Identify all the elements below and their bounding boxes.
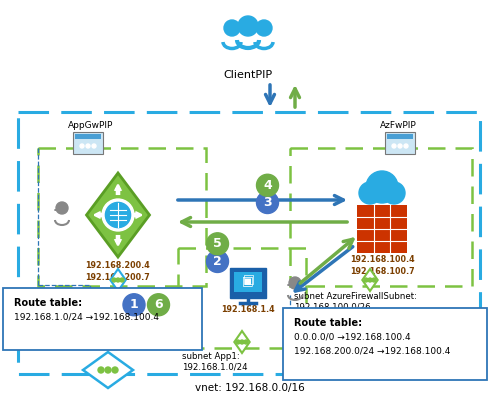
Text: AzFwPIP: AzFwPIP — [380, 121, 417, 130]
FancyBboxPatch shape — [387, 134, 413, 139]
Text: 192.168.200.4: 192.168.200.4 — [86, 261, 150, 270]
Polygon shape — [110, 269, 126, 291]
Circle shape — [398, 144, 402, 148]
Circle shape — [148, 294, 170, 316]
Circle shape — [359, 182, 381, 204]
Circle shape — [106, 203, 130, 228]
Circle shape — [289, 277, 301, 289]
FancyBboxPatch shape — [283, 308, 487, 380]
Circle shape — [366, 171, 398, 203]
Text: AppGwPIP: AppGwPIP — [68, 121, 114, 130]
Circle shape — [112, 367, 118, 373]
Text: subnet App1:
192.168.1.0/24: subnet App1: 192.168.1.0/24 — [182, 352, 248, 371]
Circle shape — [92, 144, 96, 148]
Text: 192.168.100.4: 192.168.100.4 — [350, 255, 414, 264]
FancyArrow shape — [116, 236, 120, 245]
Circle shape — [244, 340, 248, 344]
Text: 5: 5 — [213, 237, 222, 250]
FancyBboxPatch shape — [230, 268, 266, 298]
FancyArrow shape — [94, 213, 102, 217]
Circle shape — [238, 16, 258, 36]
Text: 192.168.1.0/24 →192.168.100.4: 192.168.1.0/24 →192.168.100.4 — [14, 312, 159, 321]
Circle shape — [123, 294, 145, 316]
Polygon shape — [362, 269, 378, 291]
Circle shape — [80, 144, 84, 148]
Text: 192.168.200.7: 192.168.200.7 — [86, 273, 150, 282]
Text: 192.168.1.4: 192.168.1.4 — [221, 305, 275, 314]
Text: 2: 2 — [213, 255, 222, 268]
Text: 6: 6 — [154, 298, 163, 311]
Circle shape — [116, 278, 120, 282]
Polygon shape — [86, 173, 150, 257]
Circle shape — [206, 251, 229, 272]
Text: Route table:: Route table: — [294, 318, 362, 328]
Circle shape — [224, 20, 240, 36]
Circle shape — [98, 367, 104, 373]
Circle shape — [392, 144, 396, 148]
Circle shape — [364, 278, 368, 282]
Circle shape — [383, 182, 405, 204]
Circle shape — [404, 144, 408, 148]
FancyBboxPatch shape — [3, 288, 202, 350]
FancyArrow shape — [116, 185, 120, 194]
Text: 1: 1 — [130, 298, 138, 311]
Circle shape — [112, 278, 116, 282]
Circle shape — [120, 278, 124, 282]
Text: ClientPIP: ClientPIP — [224, 70, 272, 80]
Circle shape — [372, 278, 376, 282]
FancyBboxPatch shape — [244, 275, 252, 284]
Circle shape — [105, 367, 111, 373]
FancyBboxPatch shape — [234, 272, 262, 292]
Text: 3: 3 — [263, 196, 272, 209]
FancyBboxPatch shape — [73, 132, 103, 154]
FancyArrow shape — [134, 213, 141, 217]
Text: vnet: 192.168.0.0/16: vnet: 192.168.0.0/16 — [195, 383, 305, 393]
Text: Route table:: Route table: — [14, 298, 82, 308]
Text: subnet AzureFirewallSubnet:
192.168.100.0/26: subnet AzureFirewallSubnet: 192.168.100.… — [294, 292, 417, 312]
Circle shape — [206, 233, 229, 255]
Polygon shape — [234, 331, 250, 353]
Circle shape — [256, 20, 272, 36]
Circle shape — [102, 199, 134, 231]
Circle shape — [236, 340, 240, 344]
FancyBboxPatch shape — [357, 205, 407, 253]
Circle shape — [240, 340, 244, 344]
Text: 192.168.200.0/24 →192.168.100.4: 192.168.200.0/24 →192.168.100.4 — [294, 346, 450, 355]
Circle shape — [86, 144, 90, 148]
Circle shape — [368, 278, 372, 282]
Circle shape — [56, 202, 68, 214]
FancyBboxPatch shape — [75, 134, 101, 139]
Text: subnet AppGwSubnet:
192.168.200.0/24: subnet AppGwSubnet: 192.168.200.0/24 — [42, 292, 139, 312]
Text: 0.0.0.0/0 →192.168.100.4: 0.0.0.0/0 →192.168.100.4 — [294, 332, 410, 341]
Circle shape — [256, 174, 278, 196]
Text: ▣: ▣ — [242, 275, 254, 288]
Polygon shape — [83, 352, 133, 388]
Circle shape — [256, 192, 278, 213]
Text: 192.168.100.7: 192.168.100.7 — [350, 267, 414, 276]
FancyBboxPatch shape — [385, 132, 415, 154]
Text: 4: 4 — [263, 179, 272, 192]
